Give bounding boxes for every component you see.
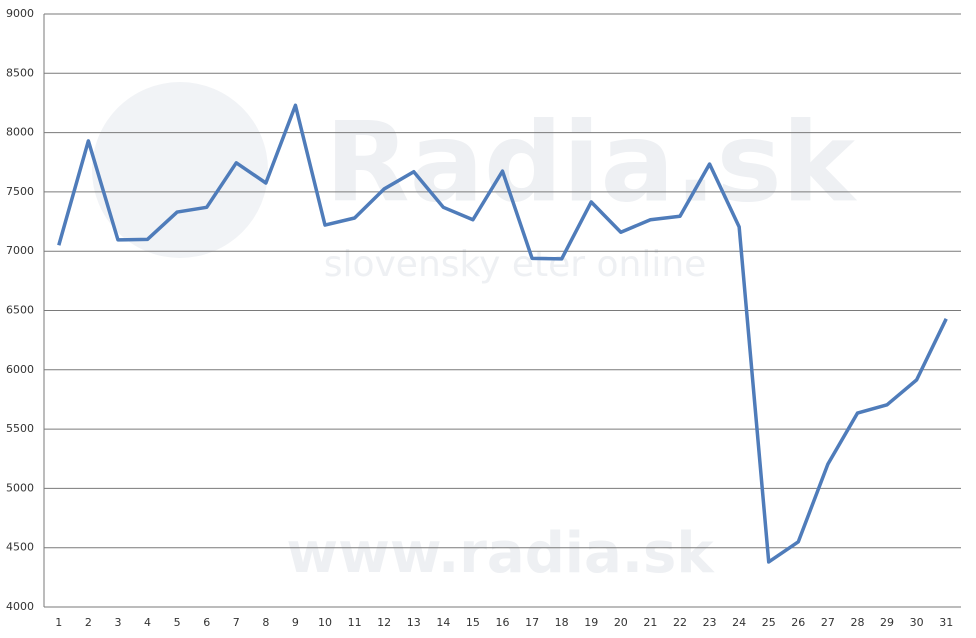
x-tick-label: 16 — [496, 616, 510, 629]
x-tick-label: 14 — [436, 616, 450, 629]
x-tick-label: 24 — [732, 616, 746, 629]
x-tick-label: 8 — [262, 616, 269, 629]
x-tick-label: 13 — [407, 616, 421, 629]
y-tick-label: 5000 — [6, 481, 34, 494]
y-tick-label: 4500 — [6, 541, 34, 554]
x-tick-label: 1 — [55, 616, 62, 629]
y-tick-label: 7500 — [6, 185, 34, 198]
x-tick-label: 10 — [318, 616, 332, 629]
watermark: Radia.sk — [325, 98, 858, 226]
x-tick-label: 25 — [762, 616, 776, 629]
x-tick-label: 6 — [203, 616, 210, 629]
watermark: slovensky eter online — [324, 244, 707, 285]
watermark-logo — [92, 82, 268, 258]
x-tick-label: 27 — [821, 616, 835, 629]
x-tick-label: 3 — [114, 616, 121, 629]
y-tick-label: 8000 — [6, 126, 34, 139]
x-tick-label: 31 — [939, 616, 953, 629]
y-tick-label: 6000 — [6, 363, 34, 376]
x-tick-label: 19 — [584, 616, 598, 629]
y-tick-label: 4000 — [6, 600, 34, 613]
x-tick-label: 17 — [525, 616, 539, 629]
x-tick-label: 26 — [791, 616, 805, 629]
x-tick-label: 15 — [466, 616, 480, 629]
x-tick-label: 21 — [643, 616, 657, 629]
y-tick-label: 6500 — [6, 304, 34, 317]
x-tick-label: 30 — [910, 616, 924, 629]
y-tick-label: 7000 — [6, 244, 34, 257]
y-tick-label: 5500 — [6, 422, 34, 435]
x-tick-label: 23 — [703, 616, 717, 629]
x-tick-label: 4 — [144, 616, 151, 629]
y-tick-label: 9000 — [6, 7, 34, 20]
x-tick-label: 9 — [292, 616, 299, 629]
y-tick-label: 8500 — [6, 66, 34, 79]
x-tick-label: 7 — [233, 616, 240, 629]
x-tick-label: 28 — [850, 616, 864, 629]
x-tick-label: 2 — [85, 616, 92, 629]
x-tick-label: 5 — [174, 616, 181, 629]
x-tick-label: 18 — [555, 616, 569, 629]
x-tick-label: 20 — [614, 616, 628, 629]
x-tick-label: 29 — [880, 616, 894, 629]
watermark: www.radia.sk — [286, 521, 715, 586]
x-tick-label: 12 — [377, 616, 391, 629]
series-line — [57, 103, 948, 564]
x-tick-label: 11 — [348, 616, 362, 629]
x-tick-label: 22 — [673, 616, 687, 629]
